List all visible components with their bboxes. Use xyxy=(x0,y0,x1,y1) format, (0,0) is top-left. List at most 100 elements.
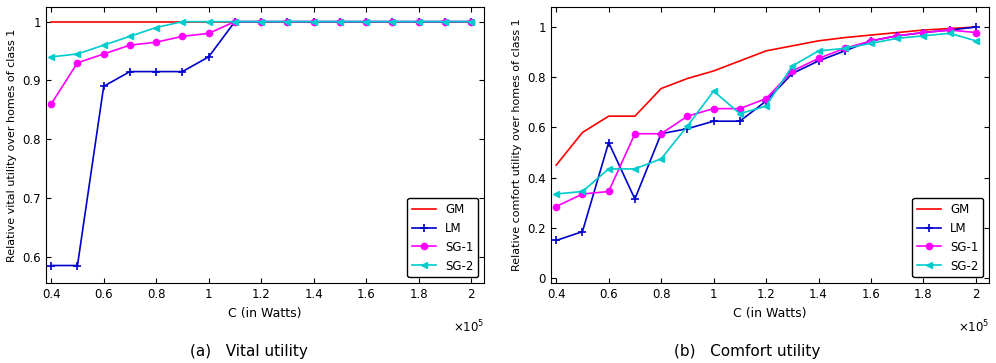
LM xyxy=(839,49,851,53)
SG-1 xyxy=(786,69,798,73)
SG-2 xyxy=(655,157,667,161)
GM xyxy=(282,20,294,24)
SG-2 xyxy=(760,104,772,108)
GM xyxy=(681,76,693,81)
SG-2 xyxy=(970,39,982,43)
SG-1 xyxy=(839,46,851,50)
SG-2 xyxy=(891,36,903,41)
Line: LM: LM xyxy=(47,17,475,270)
GM xyxy=(891,30,903,35)
GM xyxy=(334,20,346,24)
GM xyxy=(655,86,667,91)
SG-1 xyxy=(734,106,746,111)
LM xyxy=(229,20,241,24)
SG-2 xyxy=(550,192,562,196)
SG-2 xyxy=(786,64,798,68)
GM xyxy=(550,163,562,167)
X-axis label: C (in Watts): C (in Watts) xyxy=(733,307,807,319)
SG-2 xyxy=(361,20,373,24)
SG-1 xyxy=(45,102,57,106)
GM xyxy=(839,36,851,40)
SG-2 xyxy=(255,20,267,24)
LM xyxy=(150,69,162,74)
SG-1 xyxy=(707,106,719,111)
GM xyxy=(465,20,477,24)
LM xyxy=(707,119,719,123)
SG-1 xyxy=(361,20,373,24)
GM xyxy=(439,20,451,24)
SG-1 xyxy=(681,114,693,118)
SG-2 xyxy=(465,20,477,24)
Text: $\times 10^5$: $\times 10^5$ xyxy=(957,319,989,336)
SG-1 xyxy=(550,204,562,209)
SG-2 xyxy=(839,46,851,50)
GM xyxy=(865,33,876,37)
GM xyxy=(707,69,719,73)
LM xyxy=(917,30,929,35)
LM xyxy=(361,20,373,24)
GM xyxy=(813,39,825,43)
LM xyxy=(334,20,346,24)
LM xyxy=(98,84,110,89)
SG-1 xyxy=(412,20,424,24)
SG-1 xyxy=(439,20,451,24)
SG-1 xyxy=(229,20,241,24)
Legend: GM, LM, SG-1, SG-2: GM, LM, SG-1, SG-2 xyxy=(407,198,478,277)
GM xyxy=(72,20,84,24)
SG-1 xyxy=(124,43,135,47)
SG-1 xyxy=(98,52,110,56)
GM xyxy=(628,114,640,118)
LM xyxy=(734,119,746,123)
Y-axis label: Relative vital utility over homes of class 1: Relative vital utility over homes of cla… xyxy=(7,28,17,262)
LM xyxy=(72,263,84,268)
Y-axis label: Relative comfort utility over homes of class 1: Relative comfort utility over homes of c… xyxy=(512,19,522,272)
SG-1 xyxy=(917,30,929,35)
Legend: GM, LM, SG-1, SG-2: GM, LM, SG-1, SG-2 xyxy=(912,198,983,277)
LM xyxy=(603,140,615,145)
Line: SG-2: SG-2 xyxy=(48,19,474,60)
LM xyxy=(891,34,903,38)
SG-2 xyxy=(628,167,640,171)
LM xyxy=(944,28,956,32)
SG-1 xyxy=(255,20,267,24)
LM xyxy=(176,69,188,74)
GM xyxy=(917,28,929,32)
SG-2 xyxy=(917,34,929,38)
SG-1 xyxy=(72,61,84,65)
GM xyxy=(45,20,57,24)
GM xyxy=(308,20,320,24)
LM xyxy=(865,39,876,43)
SG-1 xyxy=(282,20,294,24)
SG-1 xyxy=(865,39,876,43)
LM xyxy=(681,127,693,131)
GM xyxy=(176,20,188,24)
SG-2 xyxy=(229,20,241,24)
SG-2 xyxy=(603,167,615,171)
LM xyxy=(386,20,398,24)
GM xyxy=(229,20,241,24)
SG-2 xyxy=(334,20,346,24)
LM xyxy=(45,263,57,268)
SG-2 xyxy=(577,189,589,194)
Line: LM: LM xyxy=(552,23,980,245)
LM xyxy=(655,131,667,136)
SG-2 xyxy=(308,20,320,24)
SG-2 xyxy=(282,20,294,24)
LM xyxy=(786,71,798,76)
SG-1 xyxy=(813,56,825,61)
SG-1 xyxy=(891,34,903,38)
SG-1 xyxy=(655,131,667,136)
SG-1 xyxy=(202,31,214,36)
LM xyxy=(550,238,562,242)
GM xyxy=(150,20,162,24)
LM xyxy=(282,20,294,24)
SG-2 xyxy=(944,31,956,36)
Text: (b)   Comfort utility: (b) Comfort utility xyxy=(674,344,820,359)
SG-2 xyxy=(813,49,825,53)
SG-2 xyxy=(707,89,719,93)
LM xyxy=(255,20,267,24)
SG-1 xyxy=(150,40,162,44)
SG-1 xyxy=(465,20,477,24)
GM xyxy=(98,20,110,24)
Line: SG-2: SG-2 xyxy=(553,30,979,197)
